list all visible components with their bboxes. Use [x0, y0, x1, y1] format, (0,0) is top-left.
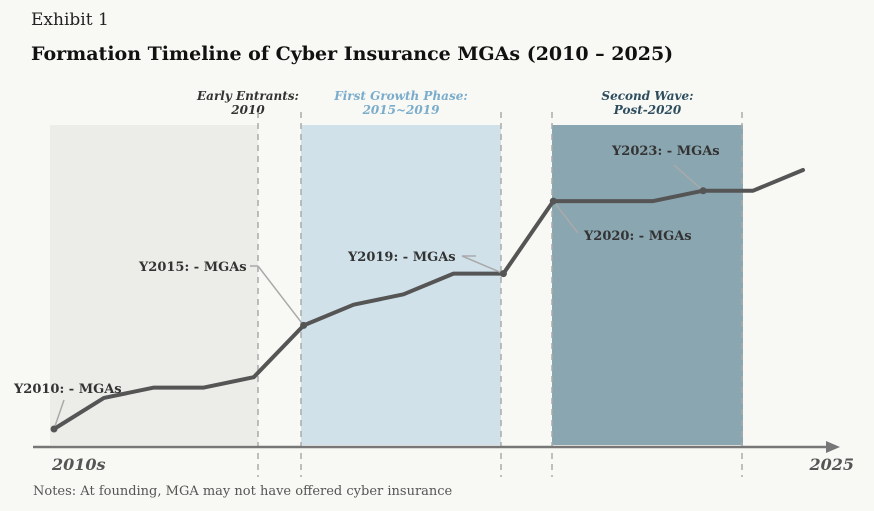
callout-leader-2020 [552, 200, 579, 234]
x-axis-start-label: 2010s [51, 455, 106, 474]
callout-leader-2010 [53, 399, 65, 430]
phase-label-2-title: First Growth Phase: [333, 89, 468, 103]
exhibit-label: Exhibit 1 [31, 10, 109, 30]
callout-label-2010: Y2010: - MGAs [13, 382, 122, 397]
series-line [52, 168, 805, 431]
callout-marker-2015 [300, 321, 308, 329]
callout-marker-2023 [699, 187, 707, 195]
x-axis [33, 441, 840, 453]
series-group [52, 168, 805, 431]
callout-marker-2020 [549, 197, 557, 205]
phase-label-1-period: 2010 [230, 103, 265, 117]
callout-leader-2023 [673, 164, 704, 192]
callout-label-2023: Y2023: - MGAs [611, 144, 720, 159]
phase-label-3-title: Second Wave: [601, 89, 693, 103]
x-axis-arrow-icon [826, 441, 840, 453]
phase-band-1 [50, 125, 258, 445]
phase-band-3 [552, 125, 743, 445]
phase-bands: Early Entrants:2010 First Growth Phase:20… [50, 89, 743, 445]
phase-label-1-title: Early Entrants: [196, 89, 299, 103]
callout-group: Y2010: - MGAs Y2015: - MGAs Y2019: - MGAs Y… [13, 144, 720, 433]
phase-label-3-period: Post-2020 [613, 103, 682, 117]
callout-label-2019: Y2019: - MGAs [347, 250, 456, 265]
callout-marker-2010 [50, 425, 58, 433]
chart-notes: Notes: At founding, MGA may not have off… [33, 484, 453, 499]
chart-title: Formation Timeline of Cyber Insurance MG… [31, 43, 674, 65]
x-axis-end-label: 2025 [808, 455, 854, 474]
phase-band-2 [301, 125, 501, 445]
callout-marker-2019 [499, 270, 507, 278]
phase-label-2-period: 2015~2019 [362, 103, 441, 117]
callout-leader-2019 [461, 255, 504, 275]
callout-leader-2015 [257, 265, 305, 326]
phase-dividers [257, 112, 743, 477]
callout-label-2015: Y2015: - MGAs [138, 260, 247, 275]
callout-label-2020: Y2020: - MGAs [583, 229, 692, 244]
